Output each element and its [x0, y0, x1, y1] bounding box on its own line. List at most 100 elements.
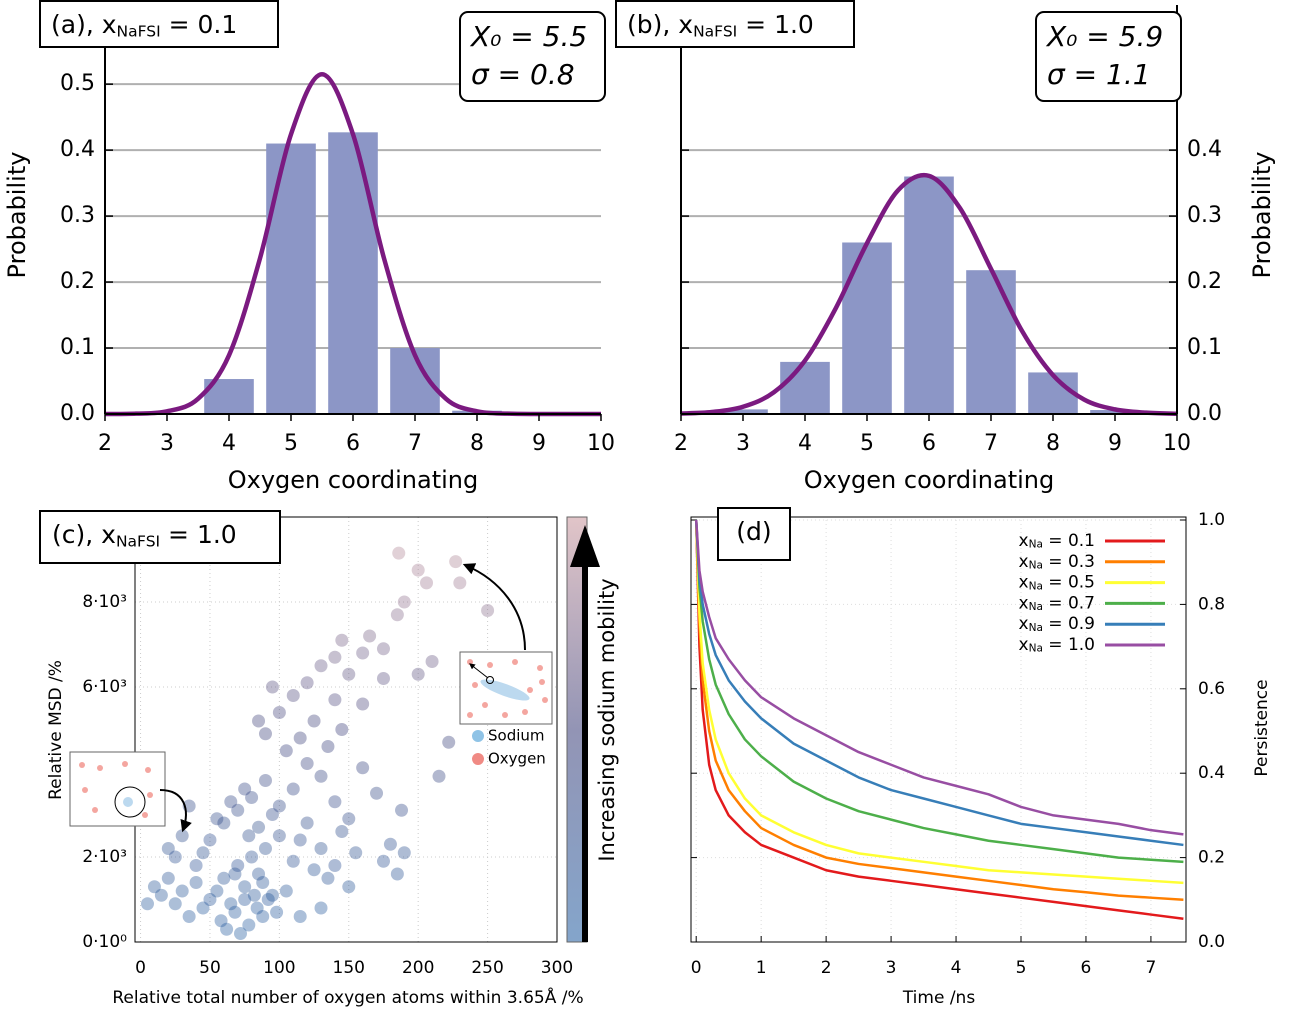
- scatter-point: [356, 761, 370, 775]
- x-tick-label: 5: [284, 431, 298, 456]
- text-part: x: [1019, 635, 1029, 655]
- x-tick-label: 0: [135, 958, 146, 978]
- bar: [780, 361, 830, 414]
- scatter-point: [220, 922, 234, 936]
- scatter-point: [231, 803, 245, 817]
- bar: [1028, 372, 1078, 414]
- x-tick-label: 3: [886, 958, 897, 978]
- scatter-point: [265, 808, 279, 821]
- text-part: = 0.7: [1043, 593, 1095, 613]
- x-tick-label: 8: [470, 431, 484, 456]
- text-part: (a), x: [51, 10, 117, 39]
- text-part: (b), x: [627, 10, 693, 39]
- plot-area: [135, 517, 557, 942]
- scatter-point: [217, 871, 231, 885]
- scatter-point: [286, 689, 300, 702]
- title-box: [717, 507, 791, 561]
- x-tick-label: 8: [1046, 431, 1060, 456]
- legend-label: xNa = 1.0: [1019, 635, 1096, 655]
- scatter-point: [265, 888, 279, 902]
- scatter-point: [147, 880, 161, 894]
- text-part: x: [1019, 593, 1029, 613]
- scatter-point: [231, 859, 245, 872]
- x-axis-label: Time /ns: [902, 988, 976, 1008]
- x-tick-label: 7: [408, 431, 422, 456]
- scatter-point: [256, 876, 270, 889]
- panel-title: (b), xNaFSI = 1.0: [627, 10, 814, 40]
- scatter-point: [300, 757, 314, 770]
- bar: [718, 409, 768, 414]
- scatter-point: [376, 672, 390, 685]
- scatter-point: [420, 576, 434, 590]
- scatter-point: [356, 646, 370, 660]
- y-tick-label: 0.0: [1198, 932, 1225, 952]
- x-tick-label: 10: [587, 431, 615, 456]
- colorbar-label: Increasing sodium mobility: [595, 578, 619, 861]
- scatter-point: [293, 731, 307, 745]
- scatter-point: [356, 697, 370, 711]
- text-part: x: [1019, 573, 1029, 593]
- scatter-point: [314, 842, 328, 855]
- text-part: NaFSI: [693, 22, 737, 40]
- scatter-point: [293, 833, 307, 847]
- x-tick-label: 5: [860, 431, 874, 456]
- legend-label: xNa = 0.3: [1019, 552, 1096, 572]
- inset-static: [69, 751, 192, 833]
- x-tick-label: 7: [1146, 958, 1157, 978]
- x-axis-label: Oxygen coordinating: [228, 466, 479, 494]
- y-tick-label: 0.2: [1198, 848, 1225, 868]
- fit-label: X₀ = 5.9: [1045, 20, 1163, 53]
- text-part: = 0.3: [1043, 552, 1095, 572]
- panel-title: (c), xNaFSI = 1.0: [52, 520, 237, 550]
- scatter-point: [335, 825, 349, 838]
- x-tick-label: 10: [1163, 431, 1191, 456]
- scatter-point: [168, 897, 182, 911]
- y-axis-label: Probability: [1248, 152, 1276, 279]
- scatter-point: [175, 829, 189, 843]
- scatter-point: [250, 901, 264, 915]
- fit-box: [1035, 11, 1182, 102]
- x-tick-label: 4: [798, 431, 812, 456]
- series-line: [694, 519, 1184, 902]
- fit-box: [459, 11, 606, 102]
- scatter-point: [397, 846, 411, 860]
- scatter-point: [425, 655, 439, 668]
- bar: [328, 132, 378, 414]
- scatter-point: [238, 893, 252, 906]
- fit-label: σ = 1.1: [1047, 58, 1151, 91]
- scatter-point: [342, 812, 356, 826]
- scatter-point: [154, 888, 168, 902]
- x-axis-label: Relative total number of oxygen atoms wi…: [112, 986, 583, 1008]
- x-tick-label: 6: [346, 431, 360, 456]
- text-part: (c), x: [52, 520, 116, 549]
- scatter-point: [228, 867, 242, 881]
- y-tick-label: 0.5: [60, 71, 95, 96]
- scatter-point: [363, 629, 377, 643]
- scatter-point: [395, 803, 409, 817]
- scatter-point: [272, 706, 286, 719]
- scatter-point: [270, 905, 284, 919]
- scatter-point: [168, 850, 182, 864]
- scatter-point: [286, 854, 300, 868]
- legend-label: xNa = 0.5: [1019, 573, 1096, 593]
- y-tick-label: 1.0: [1198, 510, 1225, 530]
- text-part: x: [1019, 614, 1029, 634]
- y-tick-label: 2·10³: [82, 847, 127, 867]
- scatter-point: [342, 667, 356, 681]
- text-part: = 1.0: [737, 10, 814, 39]
- text-part: Na: [1029, 643, 1043, 655]
- scatter-point: [314, 659, 328, 673]
- scatter-point: [481, 604, 495, 617]
- title-box: [39, 510, 281, 564]
- x-tick-label: 4: [222, 431, 236, 456]
- x-tick-label: 6: [1081, 958, 1092, 978]
- inset-legend-label: Oxygen: [488, 750, 546, 768]
- y-tick-label: 0.8: [1198, 594, 1225, 614]
- y-tick-label: 0.1: [1187, 335, 1222, 360]
- x-tick-label: 50: [199, 958, 221, 978]
- text-part: Na: [1029, 560, 1043, 572]
- text-part: = 1.0: [1043, 635, 1095, 655]
- bar: [842, 242, 892, 414]
- scatter-point: [321, 871, 335, 885]
- text-part: x: [1019, 531, 1029, 551]
